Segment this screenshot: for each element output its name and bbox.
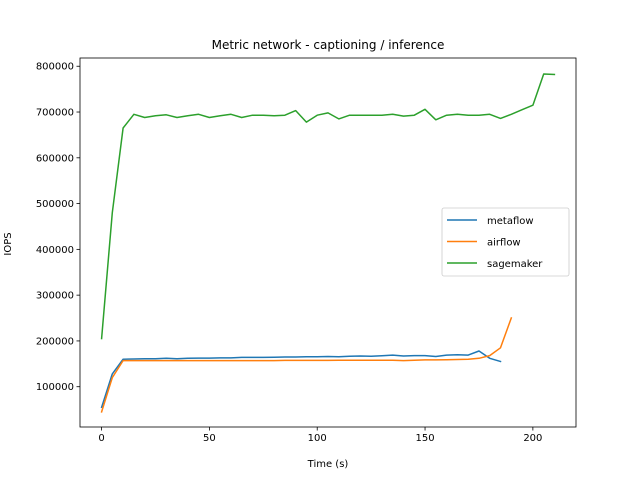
x-axis-label: Time (s) (307, 459, 349, 470)
plot-area (100, 73, 556, 413)
x-tick-label: 50 (203, 433, 216, 444)
legend-label-metaflow: metaflow (487, 216, 534, 227)
y-tick-label: 700000 (36, 108, 74, 119)
series-line-airflow (100, 317, 513, 413)
x-tick-label: 200 (523, 433, 542, 444)
y-tick-label: 800000 (36, 62, 74, 73)
legend: metaflow airflow sagemaker (441, 207, 570, 277)
axes-frame (79, 57, 577, 428)
y-tick-label: 400000 (36, 245, 74, 256)
x-tick-label: 100 (308, 433, 327, 444)
series-line-sagemaker (100, 73, 556, 340)
y-tick-label: 600000 (36, 153, 74, 164)
legend-box (441, 207, 570, 277)
x-tick-label: 0 (98, 433, 104, 444)
y-tick-label: 100000 (36, 382, 74, 393)
y-tick-label: 300000 (36, 291, 74, 302)
y-tick-label: 200000 (36, 336, 74, 347)
chart-title: Metric network - captioning / inference (212, 38, 445, 52)
legend-label-airflow: airflow (487, 238, 521, 249)
x-tick-label: 150 (415, 433, 434, 444)
y-tick-label: 500000 (36, 199, 74, 210)
legend-label-sagemaker: sagemaker (487, 259, 543, 270)
series-line-metaflow (100, 350, 502, 409)
axes: 0 50 100 150 200 100000 200000 300000 400000 5000… (36, 57, 577, 444)
y-axis-label: IOPS (3, 232, 14, 255)
